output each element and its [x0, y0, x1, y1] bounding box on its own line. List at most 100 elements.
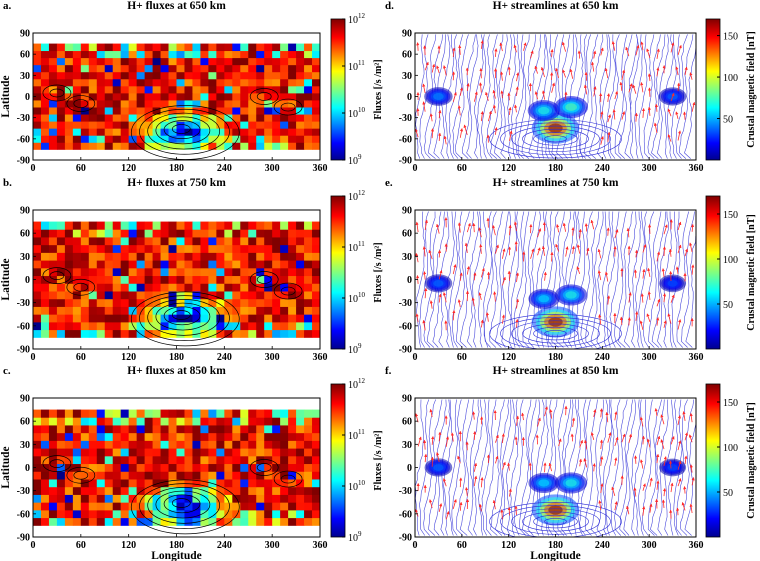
heatmap-cell — [136, 306, 146, 315]
flow-arrow — [670, 92, 675, 102]
heatmap-cell — [120, 107, 130, 115]
heatmap-cell — [248, 85, 257, 94]
heatmap-cell — [312, 479, 320, 488]
heatmap-cell — [280, 455, 289, 465]
heatmap-cell — [168, 260, 177, 269]
arrow-group — [415, 40, 696, 145]
heatmap-cell — [64, 291, 74, 300]
heatmap-cell — [120, 121, 130, 129]
heatmap-cell — [296, 463, 305, 472]
heatmap-cell — [256, 64, 265, 73]
heatmap-cell — [240, 329, 249, 338]
colorbar-tick-base: 10 — [348, 380, 358, 391]
heatmap-cell — [264, 114, 273, 122]
y-tick-label: 0 — [25, 275, 30, 286]
heatmap-cell — [72, 50, 82, 59]
heatmap-cell — [80, 43, 90, 52]
heatmap-cell — [264, 107, 273, 115]
x-tick-label: 240 — [217, 352, 232, 363]
y-tick-label: -90 — [17, 345, 30, 356]
heatmap-cell — [72, 314, 82, 323]
heatmap-cell — [240, 229, 249, 238]
heatmap-cell — [40, 237, 50, 246]
heatmap-cell — [96, 107, 106, 115]
y-tick-label: 0 — [407, 275, 412, 286]
heatmap-cell — [33, 50, 42, 59]
streamline — [623, 211, 637, 348]
heatmap-cell — [56, 114, 66, 122]
heatmap-cell — [160, 64, 169, 73]
flow-arrow — [653, 122, 658, 134]
heatmap-cell — [88, 252, 98, 261]
heatmap-cell — [312, 135, 320, 143]
field-blob — [433, 464, 444, 471]
flow-arrow — [480, 40, 484, 50]
heatmap-cell — [168, 283, 177, 292]
heatmap-cell — [88, 471, 98, 480]
heatmap-cell — [64, 417, 74, 426]
heatmap-cell — [120, 471, 130, 480]
x-tick-label: 360 — [689, 163, 704, 174]
heatmap-cell — [216, 57, 225, 66]
heatmap-cell — [192, 425, 201, 434]
heatmap-cell — [296, 321, 305, 331]
heatmap-cell — [56, 494, 66, 503]
heatmap-cell — [104, 321, 114, 331]
heatmap-cell — [216, 432, 225, 441]
heatmap-cell — [48, 471, 58, 480]
x-tick-label: 120 — [501, 540, 516, 551]
heatmap-cell — [248, 471, 257, 480]
colorbar-tick-label: 150 — [723, 32, 738, 43]
streamline — [638, 211, 648, 348]
panel-b: b. H+ fluxes at 750 km0 60 120 180 240 300 3609… — [0, 177, 384, 363]
colorbar-label: Crustal magnetic field [nT] — [746, 214, 757, 330]
flow-arrow — [452, 264, 457, 275]
heatmap-cell — [296, 78, 305, 87]
heatmap-cell — [304, 517, 313, 526]
heatmap-cell — [200, 229, 209, 238]
heatmap-cell — [192, 142, 201, 150]
flow-arrow — [495, 434, 499, 443]
heatmap-cell — [288, 135, 297, 143]
heatmap-cell — [136, 57, 146, 66]
heatmap-cell — [232, 92, 241, 101]
heatmap-cell — [136, 275, 146, 284]
heatmap-cell — [72, 455, 82, 465]
heatmap-cell — [144, 237, 153, 246]
heatmap-cell — [176, 471, 185, 480]
heatmap-cell — [128, 107, 138, 115]
heatmap-cell — [72, 135, 82, 143]
heatmap-cell — [256, 71, 265, 80]
heatmap-cell — [40, 260, 50, 269]
field-contour — [256, 92, 272, 101]
heatmap-cell — [272, 92, 281, 101]
heatmap-cell — [160, 298, 169, 307]
flow-arrow — [443, 478, 447, 487]
heatmap-cell — [136, 517, 146, 526]
heatmap-cell — [192, 298, 201, 307]
heatmap-cell — [312, 267, 320, 277]
flow-arrow — [565, 246, 569, 257]
heatmap-cell — [200, 100, 209, 108]
heatmap-cell — [136, 298, 146, 307]
heatmap-cell — [280, 237, 289, 246]
heatmap-cell — [64, 329, 74, 338]
streamline — [481, 399, 491, 536]
heatmap-cell — [264, 291, 273, 300]
heatmap-cell — [296, 448, 305, 457]
heatmap-cell — [280, 92, 289, 101]
heatmap-cell — [160, 494, 169, 503]
heatmap-cell — [112, 57, 122, 66]
heatmap-cell — [168, 502, 177, 511]
heatmap-cell — [224, 409, 233, 418]
heatmap-cell — [128, 237, 138, 246]
panel-c: c. H+ fluxes at 850 km0 60 120 180 240 300 3609… — [0, 365, 384, 561]
heatmap-cell — [48, 494, 58, 503]
heatmap-cell — [240, 114, 249, 122]
heatmap-cell — [96, 425, 106, 434]
heatmap-cell — [248, 494, 257, 503]
heatmap-cell — [296, 244, 305, 253]
heatmap-cell — [304, 128, 313, 136]
heatmap-cell — [232, 329, 241, 338]
flow-arrow — [599, 439, 604, 450]
